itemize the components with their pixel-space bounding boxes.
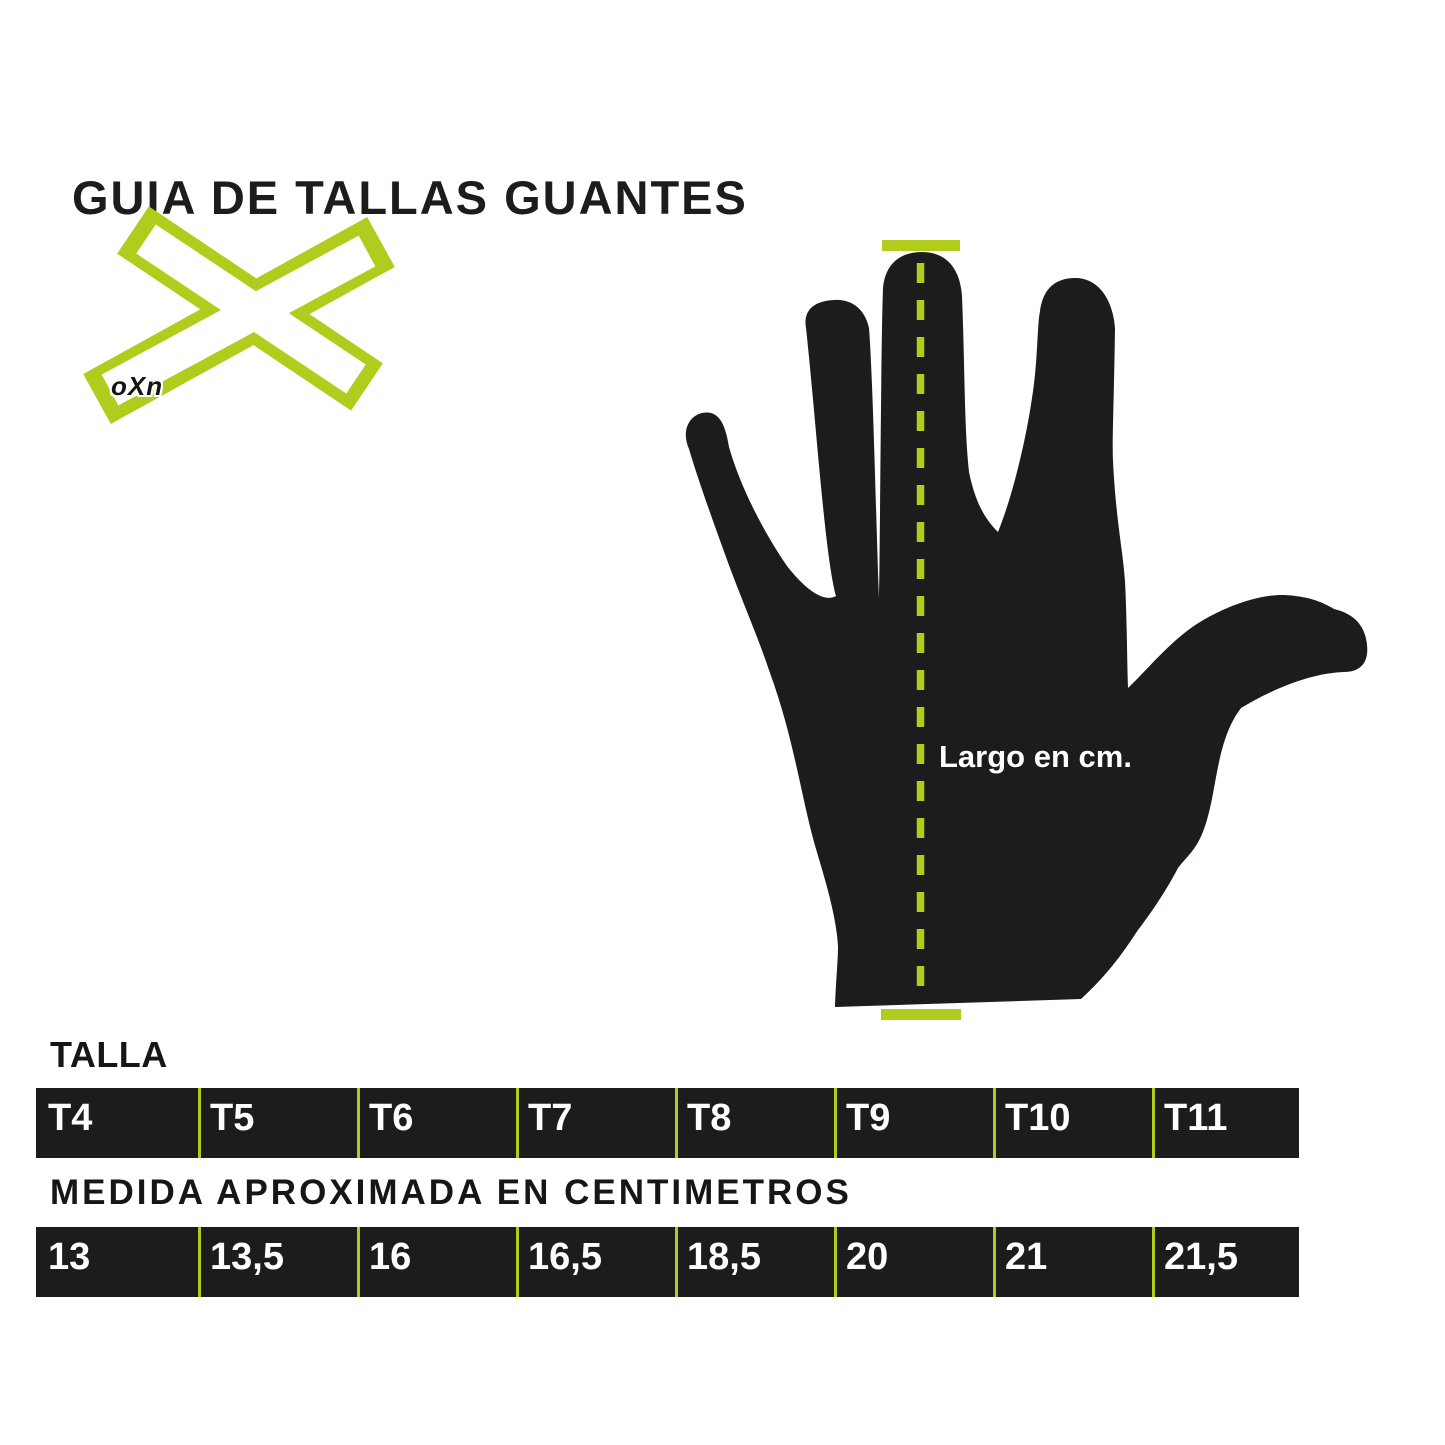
size-cell-t7: T7 bbox=[516, 1088, 675, 1158]
talla-label: TALLA bbox=[50, 1034, 168, 1075]
hand-silhouette bbox=[685, 252, 1368, 1007]
size-cell-t11: T11 bbox=[1152, 1088, 1299, 1158]
brand-logo: oXn bbox=[83, 206, 405, 428]
measure-cell-13-5: 13,5 bbox=[198, 1227, 357, 1297]
measure-cell-21-5: 21,5 bbox=[1152, 1227, 1299, 1297]
measure-cell-16: 16 bbox=[357, 1227, 516, 1297]
brand-wordmark: oXn bbox=[111, 371, 164, 401]
size-cell-t9: T9 bbox=[834, 1088, 993, 1158]
size-cell-t4: T4 bbox=[48, 1097, 93, 1139]
hand-measurement-diagram: Largo en cm. bbox=[650, 220, 1400, 1040]
size-cell-t6: T6 bbox=[357, 1088, 516, 1158]
measure-cell-20: 20 bbox=[834, 1227, 993, 1297]
size-cell-t10: T10 bbox=[993, 1088, 1152, 1158]
measure-cell-21: 21 bbox=[993, 1227, 1152, 1297]
measurement-label: Largo en cm. bbox=[939, 739, 1132, 774]
measure-cell-13: 13 bbox=[48, 1236, 91, 1278]
brand-x-icon bbox=[83, 206, 395, 424]
measure-cell-18-5: 18,5 bbox=[675, 1227, 834, 1297]
measure-row: 13 13,5 16 16,5 18,5 20 21 21,5 bbox=[36, 1227, 1299, 1297]
size-row: T4 T5 T6 T7 T8 T9 T10 T11 bbox=[36, 1088, 1299, 1158]
size-cell-t8: T8 bbox=[675, 1088, 834, 1158]
measure-cell-16-5: 16,5 bbox=[516, 1227, 675, 1297]
measurement-bottom-tick bbox=[881, 1009, 961, 1020]
size-cell-t5: T5 bbox=[198, 1088, 357, 1158]
page-title: GUIA DE TALLAS GUANTES bbox=[72, 171, 748, 225]
medida-label: MEDIDA APROXIMADA EN CENTIMETROS bbox=[50, 1173, 852, 1212]
measurement-top-tick bbox=[882, 240, 960, 251]
